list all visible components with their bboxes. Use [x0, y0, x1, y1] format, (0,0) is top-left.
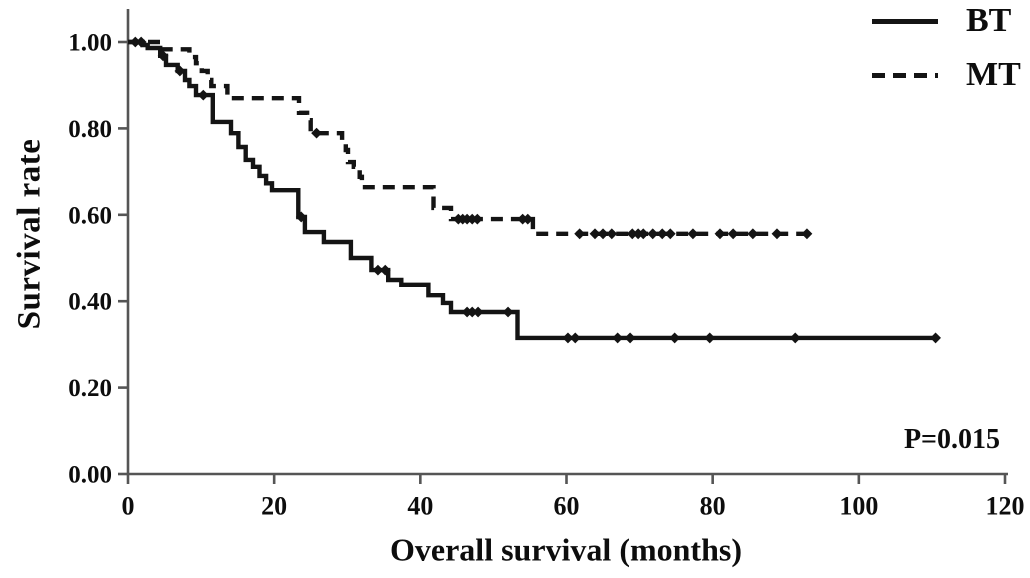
bt-survival-curve	[128, 39, 938, 341]
x-tick-label: 0	[122, 491, 135, 520]
bt-censor-mark	[789, 332, 801, 344]
mt-censor-mark	[771, 228, 783, 240]
y-tick-label: 1.00	[68, 30, 112, 57]
bt-censor-mark	[472, 306, 484, 318]
x-tick-label: 120	[986, 491, 1025, 520]
x-tick-label: 20	[261, 491, 287, 520]
x-tick-label: 40	[407, 491, 433, 520]
mt-censor-mark	[647, 228, 659, 240]
y-tick-label: 0.80	[68, 116, 112, 143]
mt-censor-mark	[664, 228, 676, 240]
y-tick-label: 0.60	[68, 202, 112, 229]
p-value-annotation: P=0.015	[903, 424, 1000, 455]
legend-label-bt: BT	[966, 2, 1012, 39]
mt-censor-mark	[589, 228, 601, 240]
mt-censor-mark	[687, 228, 699, 240]
mt-censor-mark	[606, 228, 618, 240]
x-axis-title: Overall survival (months)	[390, 531, 742, 568]
bt-censor-mark	[502, 306, 514, 318]
x-tick-label: 100	[839, 491, 878, 520]
mt-censor-mark	[626, 228, 638, 240]
mt-censor-mark	[747, 228, 759, 240]
dashed-line-sample-icon	[872, 72, 938, 78]
mt-censor-mark	[714, 228, 726, 240]
x-tick-label: 60	[554, 491, 580, 520]
mt-censor-mark	[637, 228, 649, 240]
legend: BT MT	[872, 0, 1021, 102]
mt-survival-curve	[128, 39, 807, 236]
bt-censor-mark	[624, 332, 636, 344]
bt-censor-mark	[379, 264, 391, 276]
bt-censor-mark	[562, 332, 574, 344]
bt-censor-mark	[174, 65, 186, 77]
bt-censor-mark	[372, 264, 384, 276]
legend-item-bt: BT	[872, 0, 1021, 48]
bt-censor-mark	[466, 306, 478, 318]
mt-censor-mark	[801, 228, 813, 240]
y-tick-label: 0.00	[68, 462, 112, 489]
mt-censor-mark	[727, 228, 739, 240]
bt-censor-mark	[157, 50, 169, 62]
mt-censor-mark	[471, 213, 483, 225]
y-tick-label: 0.20	[68, 375, 112, 402]
bt-censor-mark	[569, 332, 581, 344]
bt-censor-mark	[612, 332, 624, 344]
y-axis-title: Survival rate	[11, 138, 48, 330]
bt-censor-mark	[197, 89, 209, 101]
bt-censor-mark	[295, 211, 307, 223]
bt-censor-mark	[135, 36, 147, 48]
bt-censor-mark	[704, 332, 716, 344]
legend-label-mt: MT	[966, 56, 1021, 93]
y-tick-label: 0.40	[68, 289, 112, 316]
mt-censor-mark	[522, 213, 534, 225]
mt-censor-mark	[311, 127, 322, 139]
bt-censor-mark	[669, 332, 681, 344]
solid-line-sample-icon	[872, 18, 938, 24]
legend-item-mt: MT	[872, 48, 1021, 102]
x-tick-label: 80	[700, 491, 726, 520]
mt-censor-mark	[574, 228, 586, 240]
bt-censor-mark	[930, 332, 941, 344]
mt-censor-mark	[597, 228, 609, 240]
mt-censor-mark	[656, 228, 668, 240]
